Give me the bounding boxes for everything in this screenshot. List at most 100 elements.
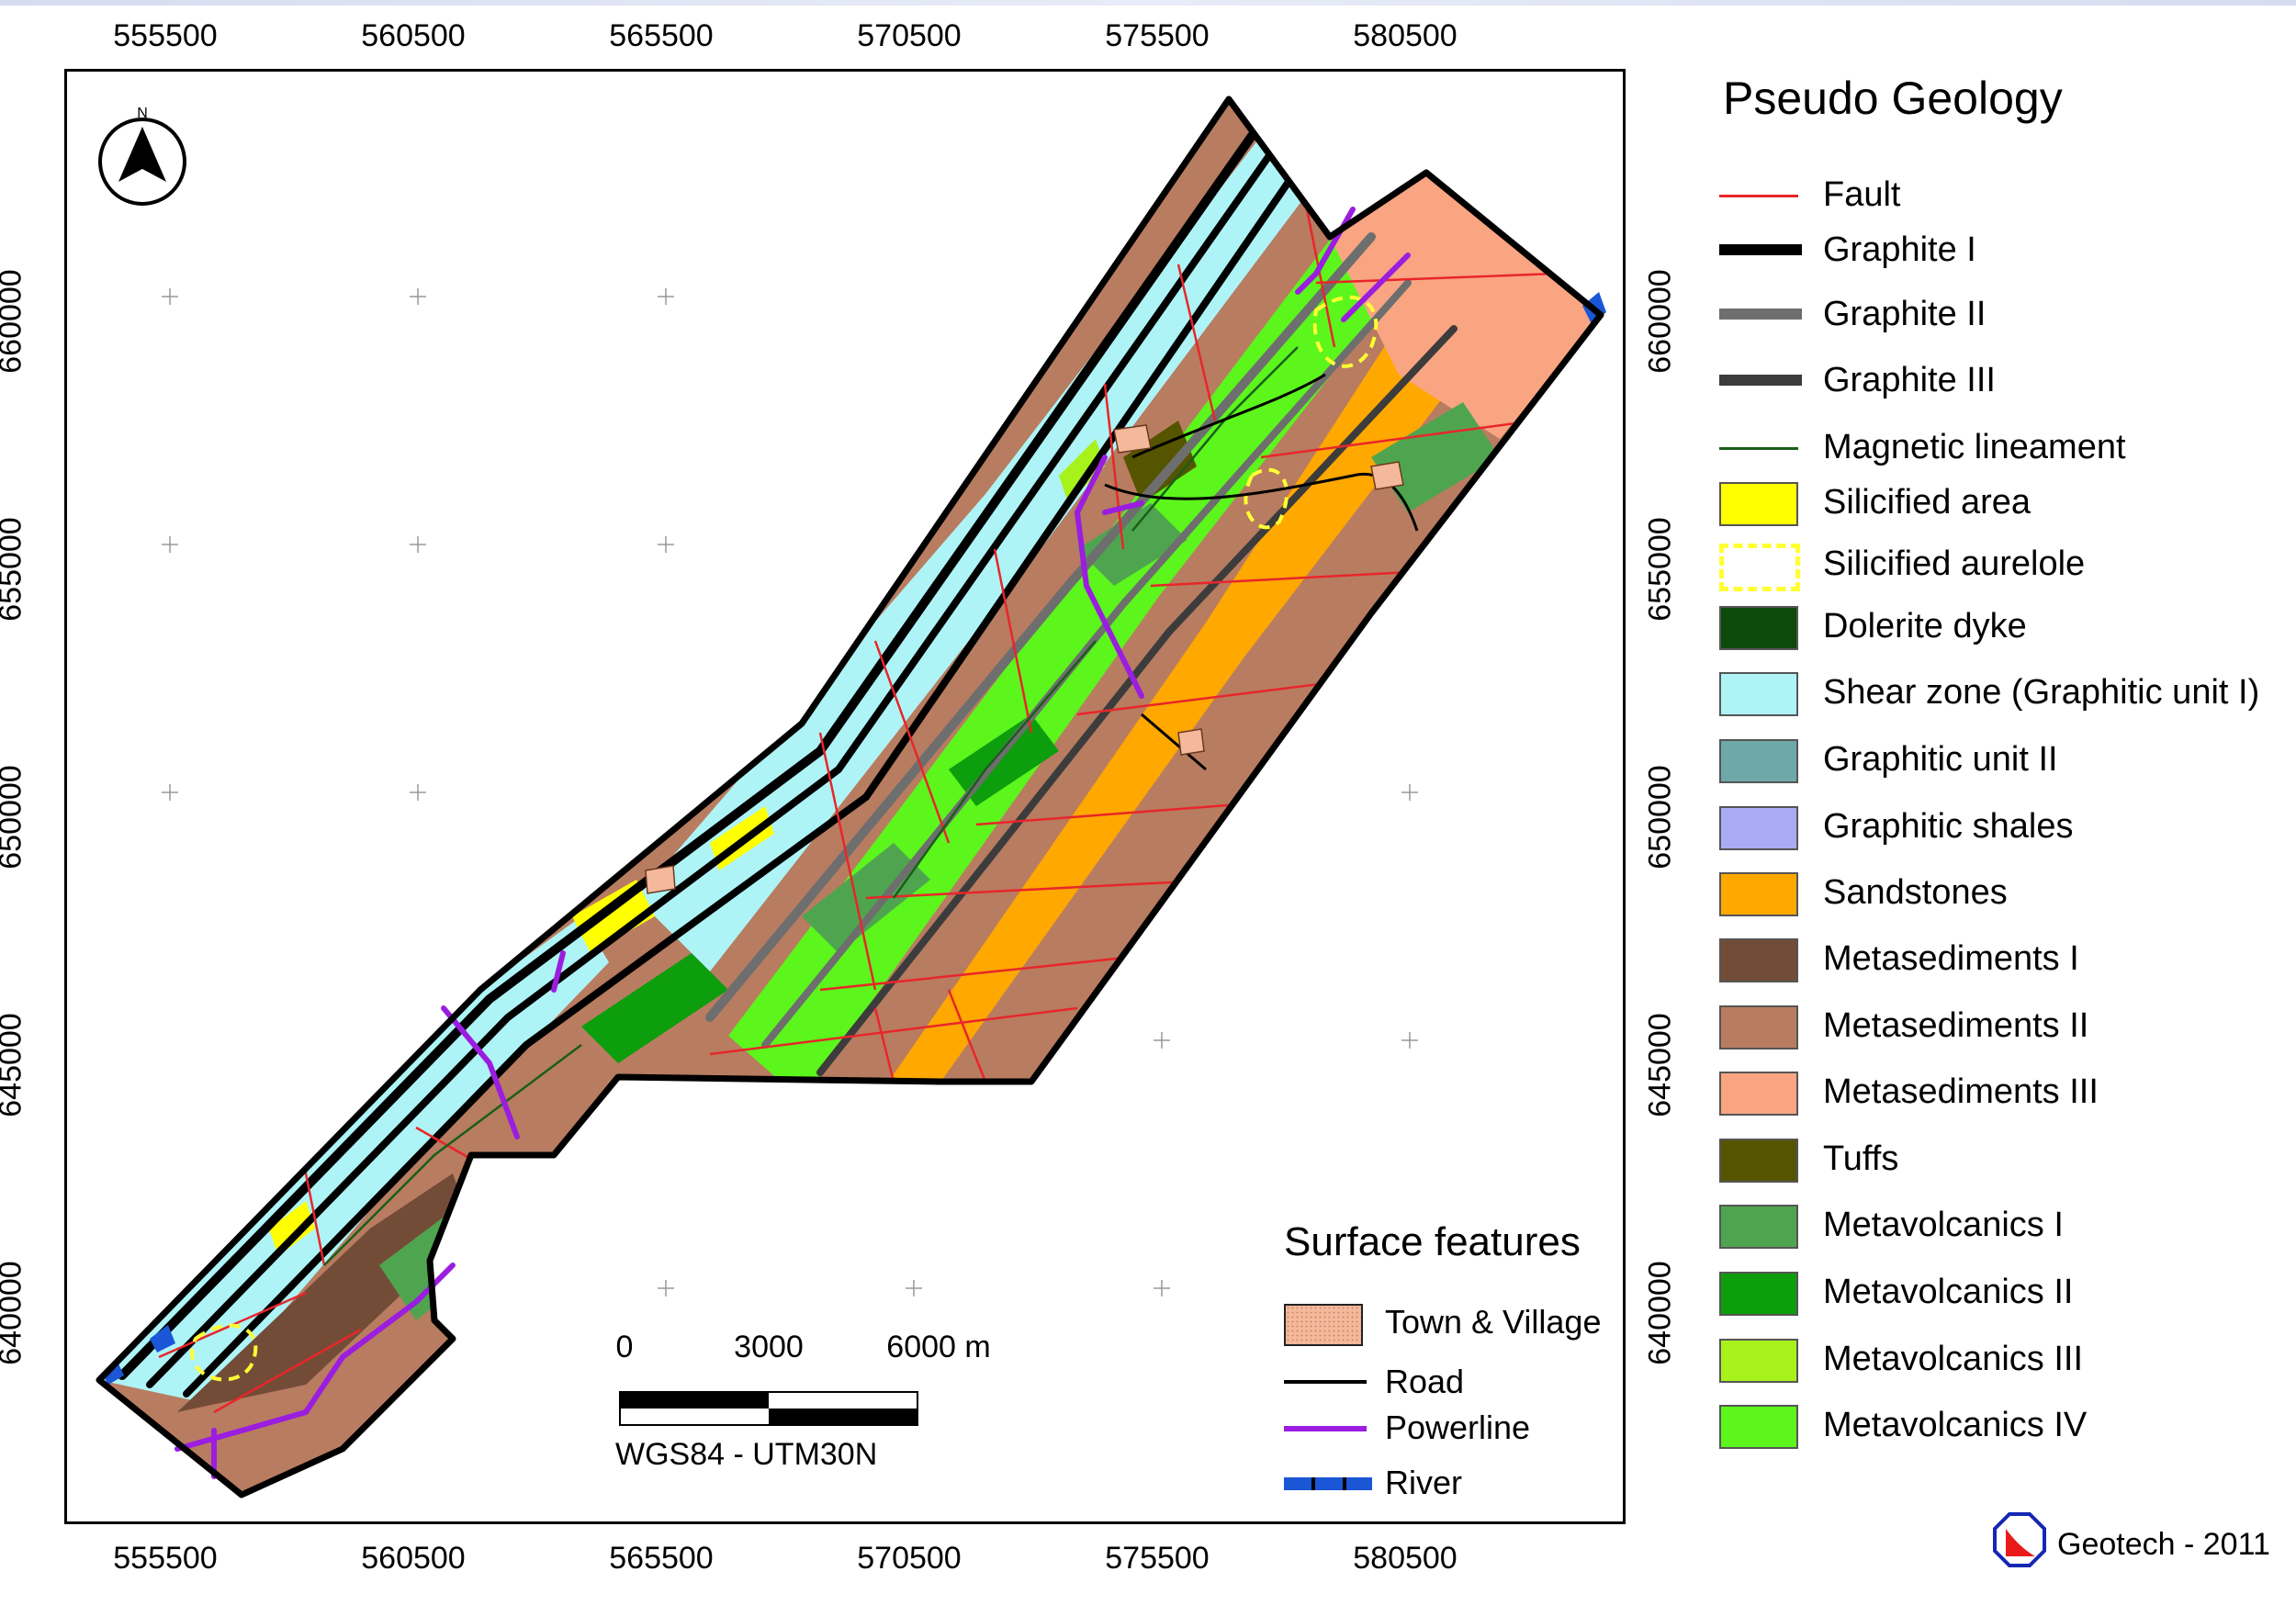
surface-item-town-village: Town & Village (1277, 1304, 1644, 1350)
surface-item-label: Town & Village (1385, 1303, 1602, 1341)
legend-swatch (1719, 482, 1798, 526)
surface-item-label: Road (1385, 1363, 1465, 1400)
legend-item-label: Metavolcanics II (1823, 1273, 2074, 1311)
legend-item-dolerite-dyke: Dolerite dyke (1717, 606, 2296, 661)
legend-item-label: Tuffs (1823, 1139, 1899, 1178)
aoi-boundary (96, 95, 1604, 1498)
legend-swatch (1719, 544, 1800, 591)
scale-label-6000: 6000 m (886, 1330, 991, 1364)
legend-item-graphite-ii: Graphite II (1717, 294, 2296, 349)
surface-road (1104, 373, 1419, 771)
scale-bar-graphic (619, 1391, 918, 1426)
y-tick-right-640000: 640000 (1642, 1261, 1678, 1365)
legend-item-label: Silicified area (1823, 483, 2031, 522)
legend-item-label: Shear zone (Graphitic unit I) (1823, 673, 2260, 712)
legend-item-label: Fault (1823, 175, 1901, 214)
legend-item-tuffs: Tuffs (1717, 1139, 2296, 1194)
surface-towns (645, 424, 1404, 894)
legend-item-graphitic-unit-ii: Graphitic unit II (1717, 739, 2296, 794)
legend-item-graphite-i: Graphite I (1717, 230, 2296, 285)
north-arrow-icon: N (98, 106, 186, 206)
x-tick-top-565500: 565500 (609, 18, 714, 53)
legend-item-label: Metavolcanics III (1823, 1340, 2083, 1378)
scale-bar: 0 3000 6000 m WGS84 - UTM30N (588, 1322, 991, 1478)
surface-item-label: River (1385, 1464, 1463, 1501)
legend-item-label: Dolerite dyke (1823, 607, 2027, 645)
y-tick-left-650000: 650000 (0, 765, 28, 870)
legend-swatch (1719, 1205, 1798, 1249)
surface-item-road: Road (1277, 1364, 1644, 1409)
surface-item-powerline: Powerline (1277, 1409, 1644, 1455)
x-tick-top-555500: 555500 (113, 18, 218, 53)
scale-label-0: 0 (615, 1330, 634, 1364)
legend-swatch (1719, 606, 1798, 650)
legend-swatch (1719, 672, 1798, 716)
legend-item-label: Magnetic lineament (1823, 428, 2126, 466)
scale-label-3000: 3000 (734, 1330, 804, 1364)
y-tick-left-660000: 660000 (0, 269, 28, 374)
north-arrow-letter: N (137, 106, 148, 121)
legend-item-silicified-area: Silicified area (1717, 482, 2296, 537)
legend-item-label: Metasediments III (1823, 1072, 2099, 1111)
legend-swatch (1719, 1272, 1798, 1316)
legend-item-label: Sandstones (1823, 873, 2008, 912)
x-tick-bottom-570500: 570500 (857, 1541, 962, 1576)
surface-swatch (1284, 1304, 1363, 1346)
surface-features-title: Surface features (1284, 1219, 1581, 1264)
legend-swatch (1719, 447, 1798, 450)
x-tick-top-570500: 570500 (857, 18, 962, 53)
legend-item-silicified-aurelole: Silicified aurelole (1717, 544, 2296, 599)
legend-item-label: Graphite III (1823, 361, 1996, 399)
legend-item-sandstones: Sandstones (1717, 872, 2296, 927)
silicified-aureoles (190, 295, 1379, 1382)
y-tick-right-650000: 650000 (1642, 765, 1678, 870)
y-tick-right-655000: 655000 (1642, 517, 1678, 622)
legend-item-magnetic-lineament: Magnetic lineament (1717, 427, 2296, 482)
x-tick-top-560500: 560500 (361, 18, 466, 53)
x-tick-top-575500: 575500 (1105, 18, 1210, 53)
legend-swatch (1719, 806, 1798, 850)
legend-item-metasediments-ii: Metasediments II (1717, 1005, 2296, 1061)
legend-item-metasediments-iii: Metasediments III (1717, 1072, 2296, 1127)
x-tick-bottom-580500: 580500 (1353, 1541, 1458, 1576)
legend-item-metavolcanics-iii: Metavolcanics III (1717, 1339, 2296, 1394)
legend-item-metavolcanics-i: Metavolcanics I (1717, 1205, 2296, 1260)
legend-swatch (1719, 309, 1802, 320)
surface-item-river: River (1277, 1465, 1644, 1510)
legend-item-metavolcanics-iv: Metavolcanics IV (1717, 1405, 2296, 1460)
top-band (0, 0, 2296, 6)
legend-swatch (1719, 244, 1802, 255)
legend-item-label: Metasediments I (1823, 939, 2079, 978)
surface-swatch (1284, 1426, 1367, 1431)
legend-item-label: Graphitic unit II (1823, 740, 2058, 779)
x-tick-top-580500: 580500 (1353, 18, 1458, 53)
map-frame[interactable]: N (64, 69, 1626, 1524)
legend-item-label: Silicified aurelole (1823, 544, 2086, 583)
legend-swatch (1719, 938, 1798, 982)
credit: Geotech - 2011 (1984, 1510, 2296, 1575)
y-tick-right-645000: 645000 (1642, 1013, 1678, 1117)
legend-item-label: Metavolcanics IV (1823, 1406, 2088, 1444)
graticule-crosses (162, 288, 1418, 1296)
surface-swatch (1284, 1477, 1372, 1490)
legend-swatch (1719, 1405, 1798, 1449)
legend-swatch (1719, 1139, 1798, 1183)
credit-text: Geotech - 2011 (2057, 1527, 2270, 1562)
geotech-logo-icon (1993, 1512, 2046, 1567)
legend-item-graphite-iii: Graphite III (1717, 360, 2296, 415)
legend-item-graphitic-shales: Graphitic shales (1717, 806, 2296, 861)
legend-item-label: Graphite I (1823, 230, 1976, 269)
legend-swatch (1719, 195, 1798, 197)
y-tick-left-640000: 640000 (0, 1261, 28, 1365)
legend-item-metavolcanics-ii: Metavolcanics II (1717, 1272, 2296, 1327)
legend-item-label: Metasediments II (1823, 1006, 2089, 1045)
legend-item-label: Metavolcanics I (1823, 1206, 2064, 1244)
legend-title: Pseudo Geology (1723, 73, 2063, 124)
legend-item-metasediments-i: Metasediments I (1717, 938, 2296, 993)
legend-swatch (1719, 872, 1798, 916)
x-tick-bottom-555500: 555500 (113, 1541, 218, 1576)
legend-swatch (1719, 1339, 1798, 1383)
projection-label: WGS84 - UTM30N (615, 1437, 878, 1472)
legend-item-label: Graphitic shales (1823, 807, 2074, 846)
geology-map[interactable]: N (67, 72, 1626, 1524)
